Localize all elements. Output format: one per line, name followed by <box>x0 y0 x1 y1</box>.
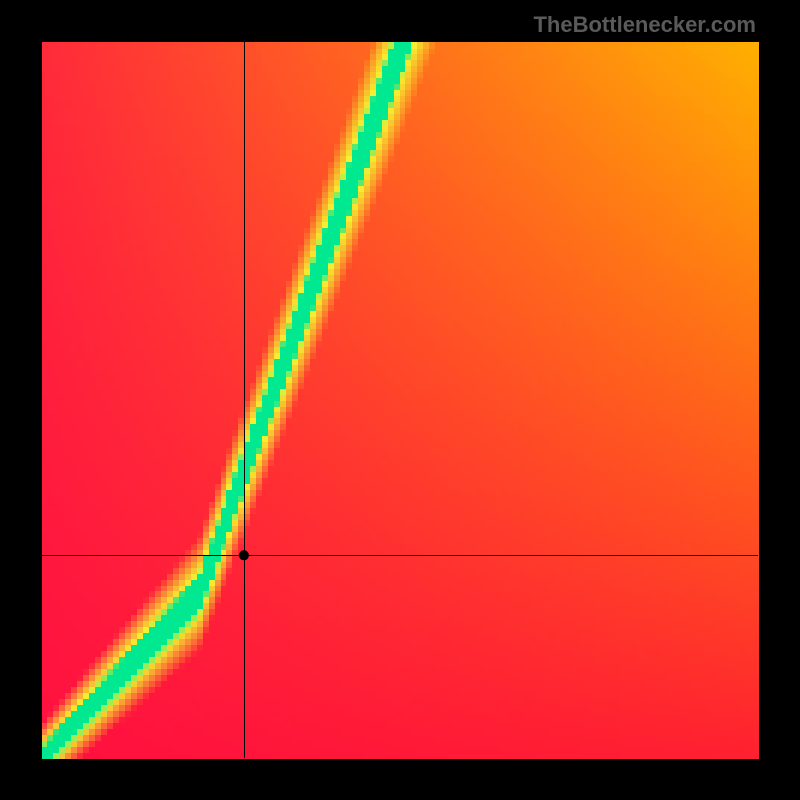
bottleneck-heatmap <box>0 0 800 800</box>
chart-container: { "type": "heatmap", "canvas": { "width"… <box>0 0 800 800</box>
watermark-text: TheBottlenecker.com <box>533 12 756 38</box>
